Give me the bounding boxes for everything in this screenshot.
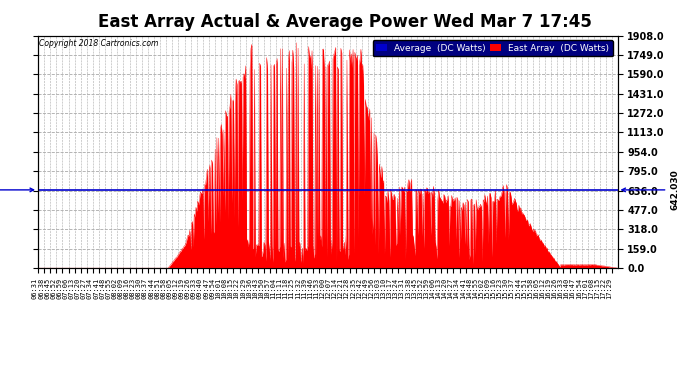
Text: Copyright 2018 Cartronics.com: Copyright 2018 Cartronics.com — [39, 39, 159, 48]
Text: 642.030: 642.030 — [0, 170, 34, 210]
Legend: Average  (DC Watts), East Array  (DC Watts): Average (DC Watts), East Array (DC Watts… — [373, 40, 613, 56]
Text: East Array Actual & Average Power Wed Mar 7 17:45: East Array Actual & Average Power Wed Ma… — [98, 13, 592, 31]
Text: 642.030: 642.030 — [622, 170, 680, 210]
